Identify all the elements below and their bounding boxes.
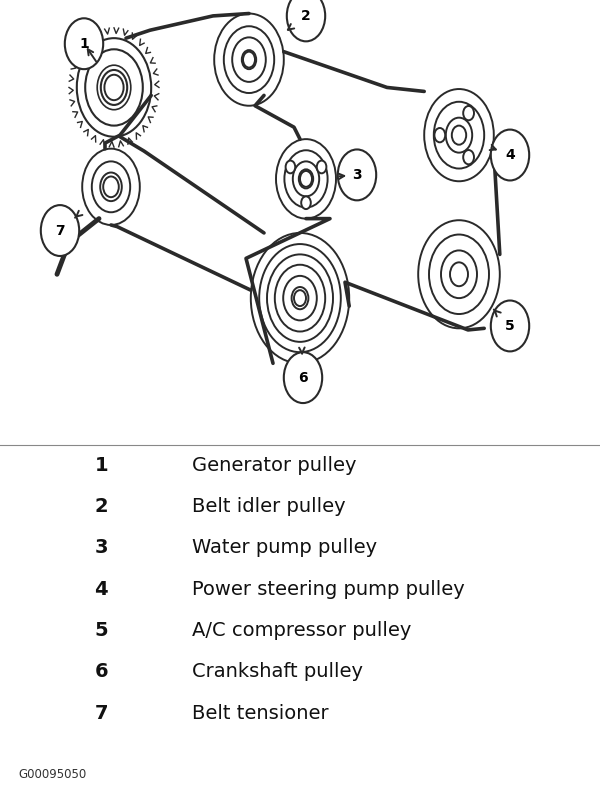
Text: G00095050: G00095050 — [18, 768, 86, 781]
Circle shape — [104, 75, 124, 100]
Circle shape — [103, 176, 119, 197]
Text: 3: 3 — [95, 538, 108, 557]
Text: 4: 4 — [94, 580, 108, 599]
Text: 5: 5 — [94, 621, 108, 640]
Text: 1: 1 — [79, 37, 89, 51]
Text: 5: 5 — [505, 319, 515, 333]
Circle shape — [463, 106, 474, 120]
Text: Generator pulley: Generator pulley — [192, 456, 356, 475]
Text: 4: 4 — [505, 148, 515, 162]
Text: Power steering pump pulley: Power steering pump pulley — [192, 580, 465, 599]
Circle shape — [243, 52, 255, 68]
Text: 2: 2 — [301, 9, 311, 23]
Text: A/C compressor pulley: A/C compressor pulley — [192, 621, 412, 640]
Text: 7: 7 — [55, 223, 65, 238]
Text: Water pump pulley: Water pump pulley — [192, 538, 377, 557]
Text: 1: 1 — [94, 456, 108, 475]
Circle shape — [287, 0, 325, 41]
Circle shape — [317, 161, 326, 173]
Text: Belt tensioner: Belt tensioner — [192, 704, 329, 723]
Circle shape — [41, 205, 79, 256]
Text: Crankshaft pulley: Crankshaft pulley — [192, 662, 363, 681]
Text: 2: 2 — [94, 497, 108, 516]
Circle shape — [294, 290, 306, 306]
Text: 6: 6 — [298, 370, 308, 385]
Circle shape — [452, 126, 466, 145]
Circle shape — [434, 128, 445, 142]
Text: 6: 6 — [94, 662, 108, 681]
Circle shape — [463, 150, 474, 165]
Circle shape — [338, 149, 376, 200]
Text: 7: 7 — [95, 704, 108, 723]
Circle shape — [301, 196, 311, 209]
Circle shape — [284, 352, 322, 403]
Circle shape — [286, 161, 295, 173]
Text: Belt idler pulley: Belt idler pulley — [192, 497, 346, 516]
Text: 3: 3 — [352, 168, 362, 182]
Circle shape — [65, 18, 103, 69]
Circle shape — [491, 301, 529, 351]
Circle shape — [300, 171, 312, 187]
Circle shape — [491, 130, 529, 180]
Circle shape — [450, 262, 468, 286]
